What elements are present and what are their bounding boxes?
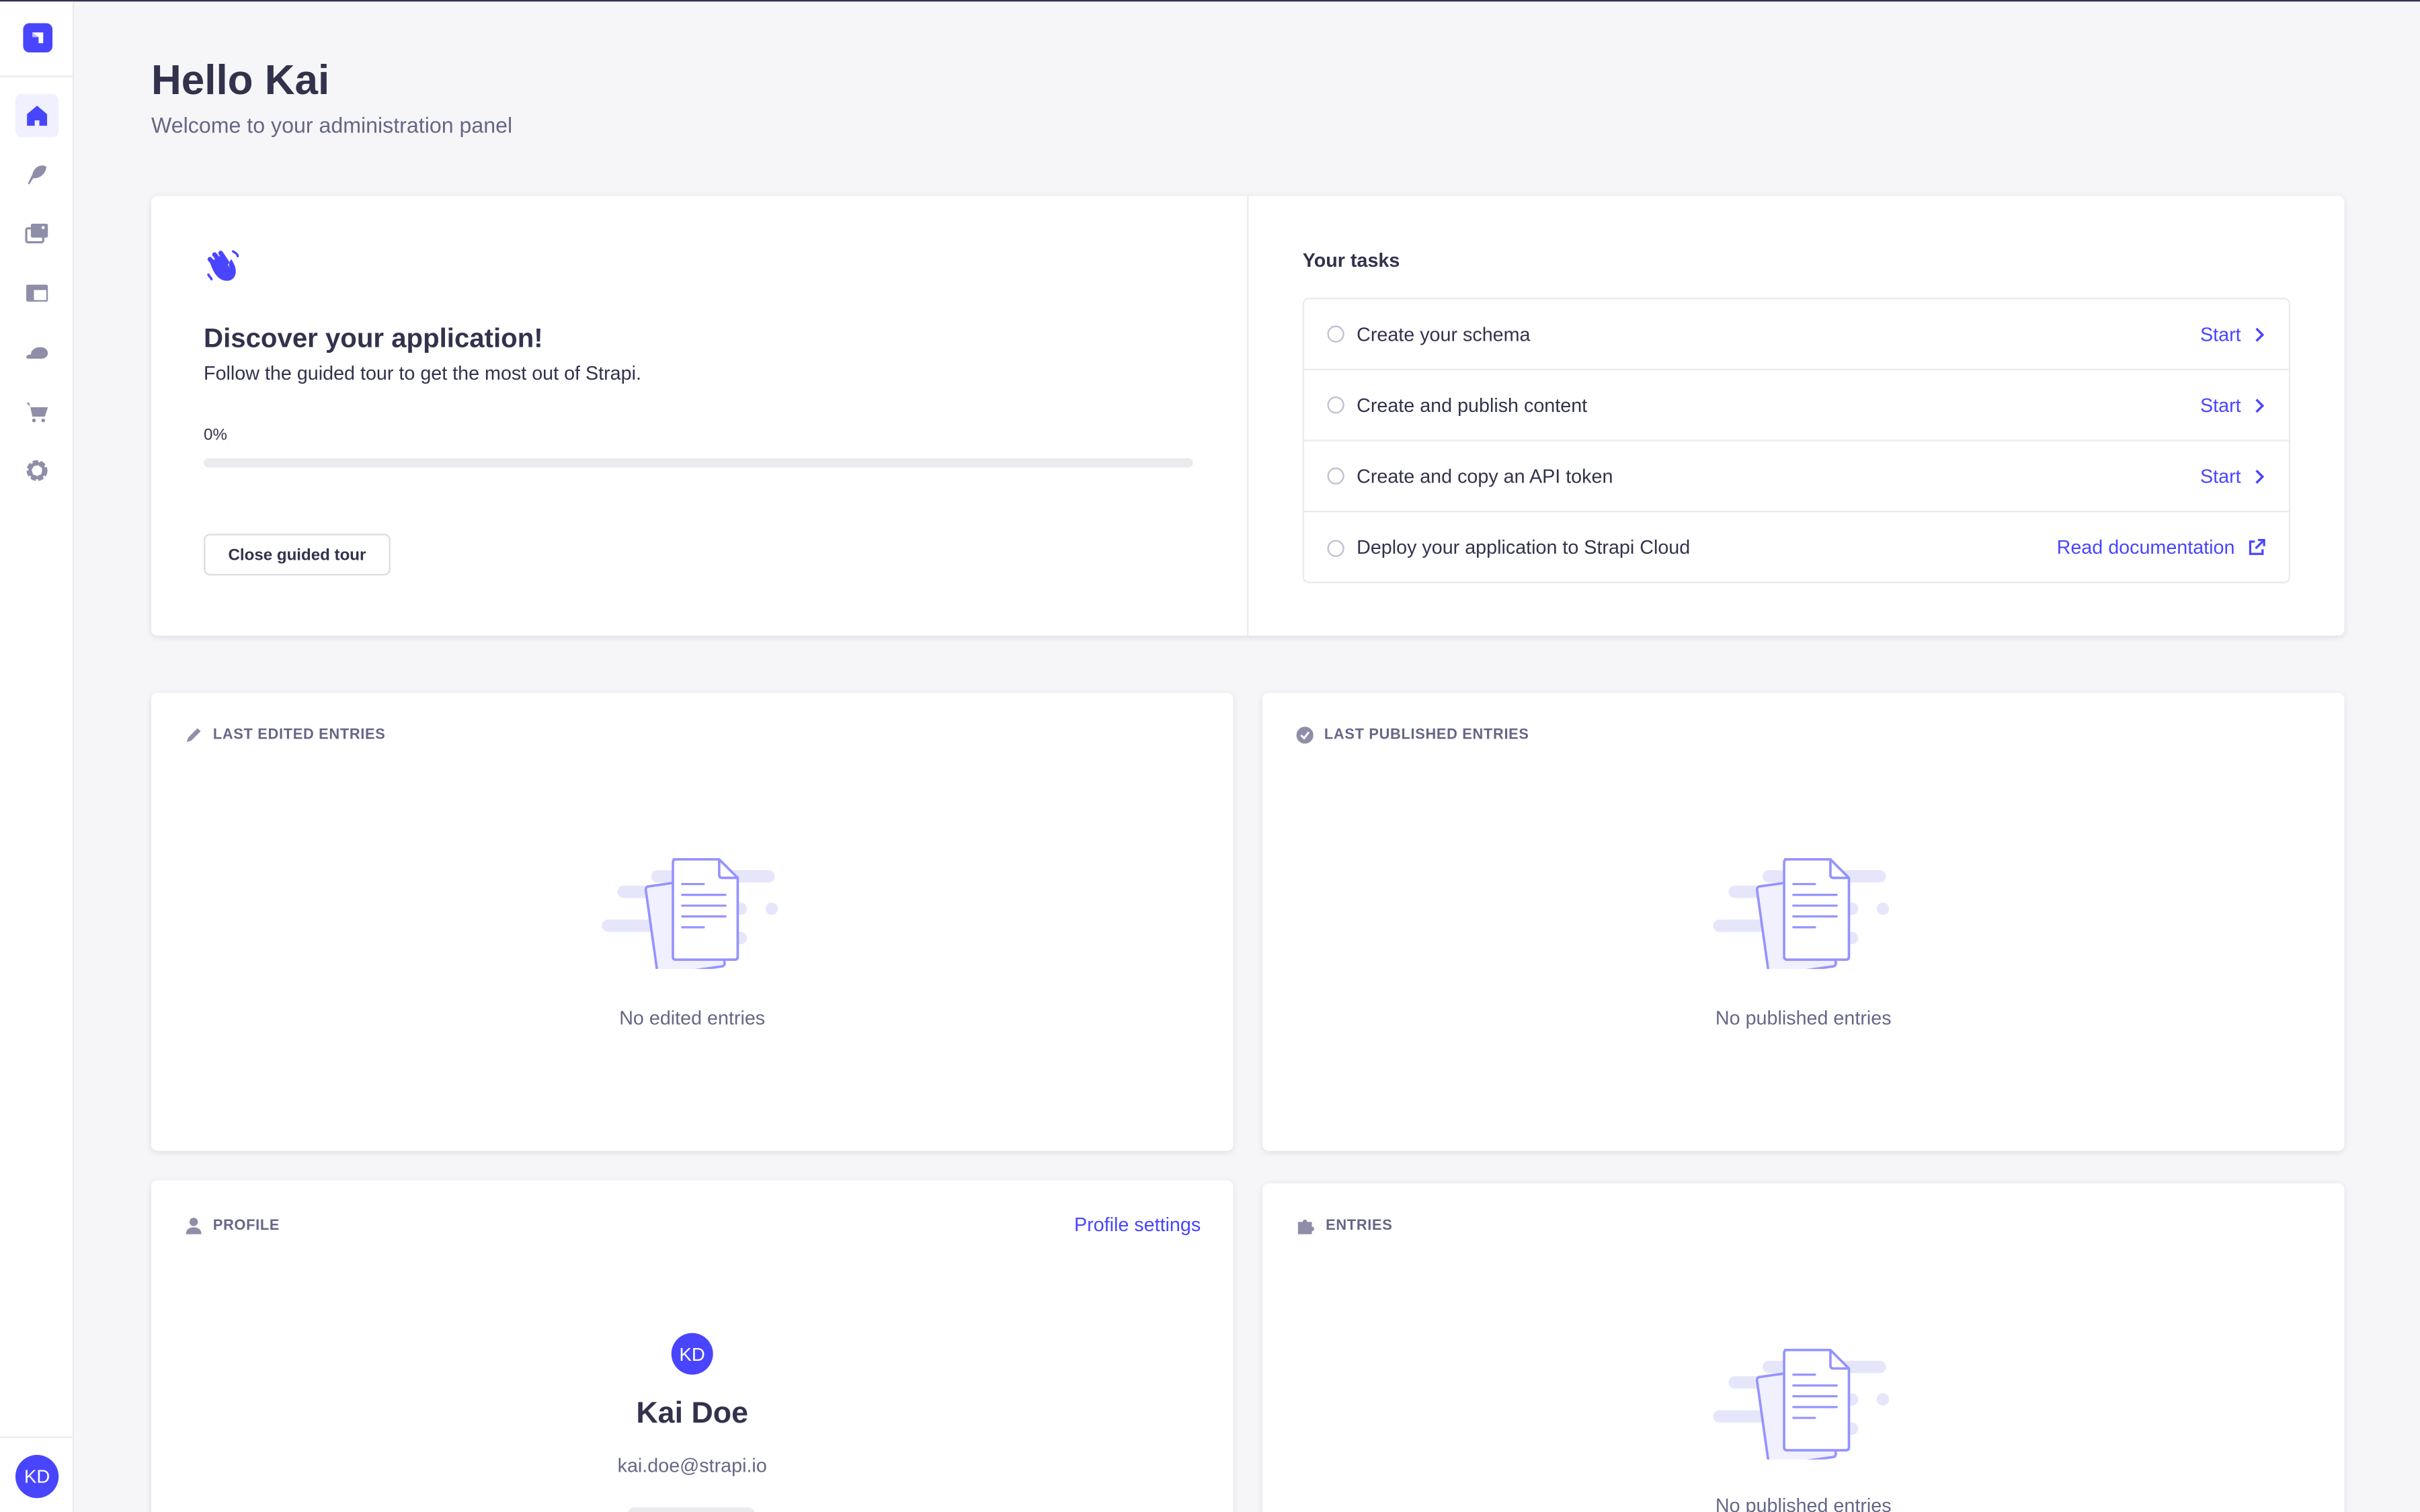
page-subtitle: Welcome to your administration panel xyxy=(151,112,513,138)
sidebar-item-settings[interactable] xyxy=(15,449,58,492)
task-start-link[interactable]: Start xyxy=(2200,465,2265,487)
chevron-right-icon xyxy=(2255,398,2265,413)
cloud-icon xyxy=(26,347,48,359)
feather-icon xyxy=(28,165,46,185)
chevron-right-icon xyxy=(2255,327,2265,341)
widget-header: ENTRIES xyxy=(1297,1217,1393,1234)
profile-settings-link[interactable]: Profile settings xyxy=(1074,1214,1201,1236)
widget-title: ENTRIES xyxy=(1326,1217,1393,1234)
chevron-right-icon xyxy=(2255,468,2265,483)
profile-name: Kai Doe xyxy=(636,1396,749,1431)
task-list: Create your schema Start Create and publi… xyxy=(1302,298,2291,583)
progress-bar xyxy=(204,458,1193,468)
empty-documents-illustration xyxy=(1713,1349,1891,1460)
layout-icon xyxy=(26,284,48,302)
task-item: Create your schema Start xyxy=(1304,299,2289,371)
puzzle-icon xyxy=(1297,1219,1314,1234)
empty-state-text: No published entries xyxy=(1715,1007,1892,1030)
task-status-circle xyxy=(1327,539,1344,556)
profile-badge xyxy=(628,1507,755,1512)
link-label: Start xyxy=(2200,465,2241,487)
task-status-circle xyxy=(1327,467,1344,485)
sidebar-item-home[interactable] xyxy=(15,94,59,138)
task-label: Create your schema xyxy=(1357,323,1531,345)
task-label: Deploy your application to Strapi Cloud xyxy=(1357,536,1691,559)
link-label: Start xyxy=(2200,323,2241,345)
profile-avatar: KD xyxy=(671,1333,713,1375)
card-divider xyxy=(1247,196,1249,636)
task-start-link[interactable]: Start xyxy=(2200,323,2265,345)
task-item: Deploy your application to Strapi Cloud R… xyxy=(1304,512,2289,583)
sidebar: KD xyxy=(0,1,75,1512)
tour-title: Discover your application! xyxy=(204,322,543,353)
sidebar-item-content-manager[interactable] xyxy=(15,153,58,196)
read-documentation-link[interactable]: Read documentation xyxy=(2057,537,2266,558)
task-label: Create and copy an API token xyxy=(1357,465,1613,487)
tour-description: Follow the guided tour to get the most o… xyxy=(204,362,641,384)
link-label: Read documentation xyxy=(2056,536,2235,559)
empty-state-text: No edited entries xyxy=(619,1007,766,1030)
waving-hand-icon xyxy=(207,250,239,281)
widget-title: LAST EDITED ENTRIES xyxy=(212,726,386,744)
last-edited-entries-widget: LAST EDITED ENTRIES No edited entries xyxy=(151,692,1234,1151)
external-link-icon xyxy=(2249,538,2265,555)
task-status-circle xyxy=(1327,325,1344,343)
empty-state-text: No published entries xyxy=(1715,1495,1892,1512)
widget-header: PROFILE xyxy=(186,1217,280,1234)
strapi-logo[interactable] xyxy=(23,23,53,53)
task-item: Create and publish content Start xyxy=(1304,370,2289,442)
gear-icon xyxy=(26,460,48,481)
sidebar-divider xyxy=(0,1436,75,1438)
widget-header: LAST EDITED ENTRIES xyxy=(186,726,386,744)
progress-label: 0% xyxy=(204,425,227,445)
tasks-title: Your tasks xyxy=(1302,249,1400,272)
profile-widget: PROFILE Profile settings KD Kai Doe kai.… xyxy=(151,1180,1234,1512)
sidebar-item-media-library[interactable] xyxy=(15,212,58,255)
widget-title: PROFILE xyxy=(212,1217,280,1234)
images-icon xyxy=(25,223,48,244)
user-icon xyxy=(186,1218,202,1234)
check-circle-icon xyxy=(1296,726,1314,744)
pencil-icon xyxy=(186,728,201,743)
sidebar-item-deploy[interactable] xyxy=(15,330,58,373)
task-status-circle xyxy=(1327,396,1344,414)
home-icon xyxy=(27,106,48,126)
sidebar-divider xyxy=(0,75,75,77)
task-item: Create and copy an API token Start xyxy=(1304,442,2289,513)
page-title: Hello Kai xyxy=(151,56,330,103)
sidebar-item-marketplace[interactable] xyxy=(15,390,58,433)
task-label: Create and publish content xyxy=(1357,394,1588,416)
last-published-entries-widget: LAST PUBLISHED ENTRIES No published entr… xyxy=(1262,692,2345,1151)
cart-icon xyxy=(26,403,48,423)
widget-title: LAST PUBLISHED ENTRIES xyxy=(1324,726,1529,744)
guided-tour-card: Discover your application! Follow the gu… xyxy=(151,196,2345,636)
task-start-link[interactable]: Start xyxy=(2200,394,2265,416)
profile-email: kai.doe@strapi.io xyxy=(617,1455,767,1477)
empty-documents-illustration xyxy=(602,857,779,969)
widget-header: LAST PUBLISHED ENTRIES xyxy=(1296,726,1529,744)
entries-widget: ENTRIES No published entries xyxy=(1262,1183,2345,1512)
user-avatar[interactable]: KD xyxy=(15,1455,59,1499)
close-guided-tour-button[interactable]: Close guided tour xyxy=(204,534,391,576)
sidebar-item-content-type-builder[interactable] xyxy=(15,271,58,314)
empty-documents-illustration xyxy=(1713,857,1891,969)
link-label: Start xyxy=(2200,394,2241,416)
